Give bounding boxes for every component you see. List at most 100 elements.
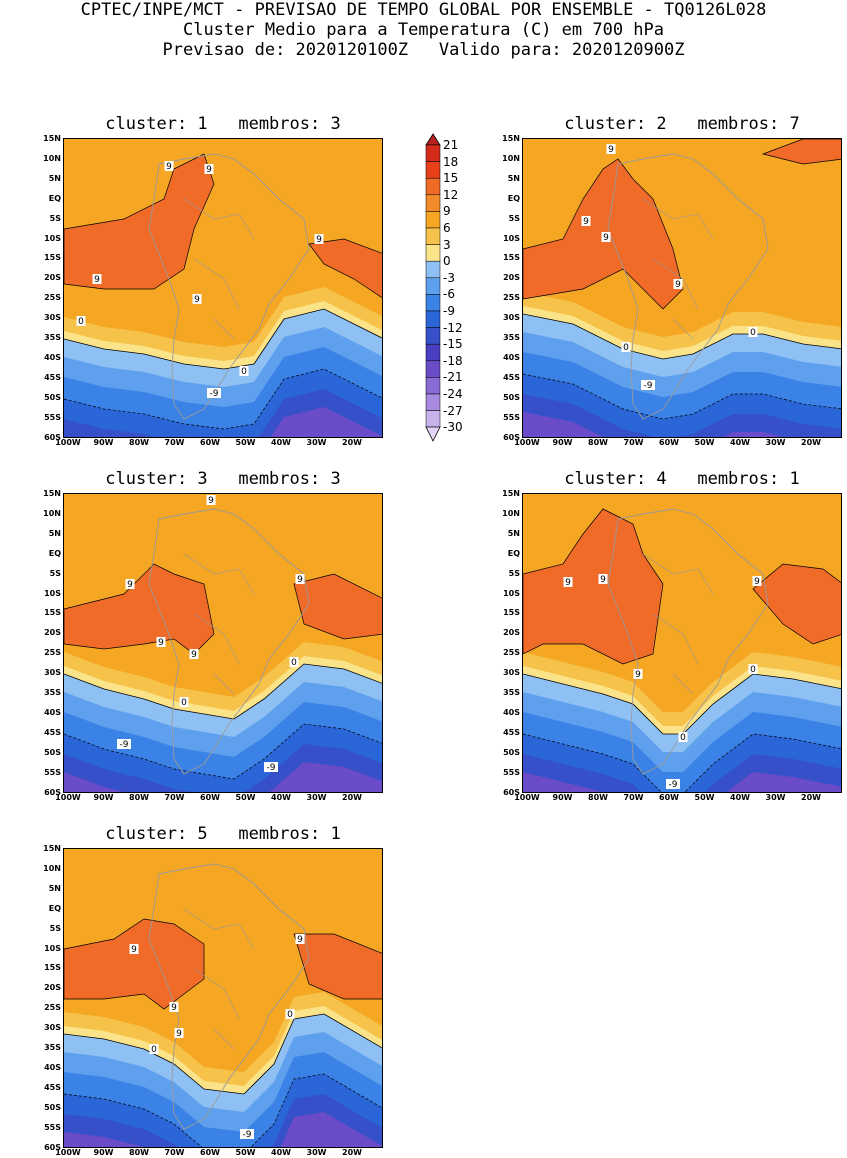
coastline: [607, 508, 769, 775]
lat-tick-label: 60S: [503, 787, 520, 797]
lat-tick-label: 5S: [508, 568, 520, 578]
map-panel-3: 9 9 9 9 9 0 0 -9 -9: [63, 493, 383, 793]
lat-tick-label: EQ: [507, 548, 520, 558]
contour-label: 9: [208, 496, 214, 506]
panel-1-title: cluster: 1 membros: 3: [105, 114, 341, 134]
contour-label: 9: [583, 217, 589, 227]
contour-label: 9: [600, 575, 606, 585]
contour-label: 0: [78, 317, 84, 327]
contour-label: 9: [131, 945, 137, 955]
contour-label: 9: [297, 575, 303, 585]
lon-tick-label: 60W: [200, 1148, 220, 1157]
lat-tick-label: 40S: [44, 352, 61, 362]
lat-tick-label: 30S: [44, 668, 61, 678]
colorbar-swatch: [425, 194, 441, 212]
lat-tick-label: 5S: [49, 568, 61, 578]
contour-label-bg: [169, 1002, 179, 1012]
cold-band: [64, 762, 382, 792]
lon-tick-label: 60W: [659, 793, 679, 802]
colorbar-level-label: 12: [443, 187, 459, 202]
lon-tick-label: 60W: [659, 438, 679, 447]
lon-tick-label: 100W: [514, 438, 540, 447]
borders: [183, 198, 255, 340]
contour-label-bg: [264, 762, 278, 772]
lat-tick-label: 5N: [48, 528, 61, 538]
contour-label: -9: [243, 1130, 252, 1140]
contour-label: -9: [120, 740, 129, 750]
lat-tick-label: 25S: [503, 293, 520, 303]
lon-tick-label: 30W: [306, 793, 327, 802]
contour-label-bg: [606, 144, 616, 154]
colorbar: [425, 133, 441, 442]
map-panel-4: 9 9 9 9 0 0 -9: [522, 493, 842, 793]
contour-label: 9: [206, 165, 212, 175]
lat-tick-label: 45S: [503, 372, 520, 382]
lat-tick-label: 15S: [44, 608, 61, 618]
contour-label: 9: [608, 145, 614, 155]
map-panel-5: 9 9 9 9 0 0 -9: [63, 848, 383, 1148]
contour-label-bg: [117, 739, 131, 749]
lat-tick-label: 15N: [502, 134, 520, 143]
lat-tick-label: 25S: [44, 648, 61, 658]
contour-label-bg: [129, 944, 139, 954]
lat-tick-label: 35S: [44, 333, 61, 342]
lon-tick-label: 100W: [55, 438, 81, 447]
lat-tick-label: 60S: [44, 432, 61, 442]
contour-label-bg: [156, 637, 166, 647]
colorbar-swatch: [425, 360, 441, 378]
contour-label: 0: [181, 698, 187, 708]
lat-tick-label: 5S: [49, 213, 61, 223]
lat-tick-label: 30S: [503, 668, 520, 678]
minus9-contour: [523, 373, 841, 420]
colorbar-swatch: [425, 244, 441, 262]
contour-label: 9: [194, 295, 200, 305]
lon-tick-label: 40W: [271, 438, 291, 447]
coastline: [148, 508, 310, 775]
lon-tick-label: 20W: [801, 793, 821, 802]
lat-tick-label: 45S: [44, 372, 61, 382]
lat-tick-label: 55S: [44, 412, 61, 422]
contour-label: 9: [635, 670, 641, 680]
cold-band: [523, 772, 841, 792]
contour-label: 9: [158, 638, 164, 648]
colorbar-level-label: 6: [443, 221, 451, 235]
minus9-contour: [64, 723, 382, 780]
contour-label-bg: [666, 779, 680, 789]
lat-tick-label: 5S: [49, 923, 61, 933]
lat-tick-label: 40S: [44, 1062, 61, 1072]
colorbar-swatch: [425, 144, 441, 162]
contour-label: 9: [603, 233, 609, 243]
lon-tick-label: 60W: [200, 793, 220, 802]
lat-tick-label: 20S: [44, 628, 61, 638]
lat-tick-label: 10S: [503, 233, 520, 243]
contour-label-bg: [149, 1044, 159, 1054]
lat-tick-label: 25S: [44, 293, 61, 303]
zero-contour: [523, 673, 841, 735]
borders: [642, 198, 714, 340]
lat-tick-label: EQ: [48, 548, 61, 558]
minus9-contour: [64, 1073, 382, 1147]
header-variable: Cluster Medio para a Temperatura (C) em …: [182, 20, 665, 40]
contour-label: 9: [176, 1029, 182, 1039]
lon-tick-label: 90W: [93, 793, 114, 802]
lat-tick-label: 35S: [503, 333, 520, 342]
panel-2-title: cluster: 2 membros: 7: [564, 114, 800, 134]
contour-label: 9: [191, 650, 197, 660]
lon-tick-label: 30W: [765, 793, 786, 802]
lat-tick-label: 15S: [44, 253, 61, 263]
cold-band: [64, 407, 382, 437]
minus9-contour: [523, 733, 841, 792]
colorbar-swatch: [425, 343, 441, 362]
contour-label-bg: [207, 388, 221, 398]
lat-tick-label: 50S: [44, 1102, 61, 1112]
contour-label-bg: [76, 316, 86, 326]
contour-label: 0: [291, 658, 297, 668]
contour-label-bg: [748, 327, 758, 337]
lat-tick-label: EQ: [48, 193, 61, 203]
lat-tick-label: 10N: [43, 863, 61, 873]
colorbar-level-label: -6: [443, 287, 455, 302]
lat-tick-label: 30S: [44, 313, 61, 323]
colorbar-swatch: [425, 277, 441, 295]
lon-tick-label: 80W: [588, 438, 608, 447]
lon-tick-label: 100W: [55, 793, 81, 802]
